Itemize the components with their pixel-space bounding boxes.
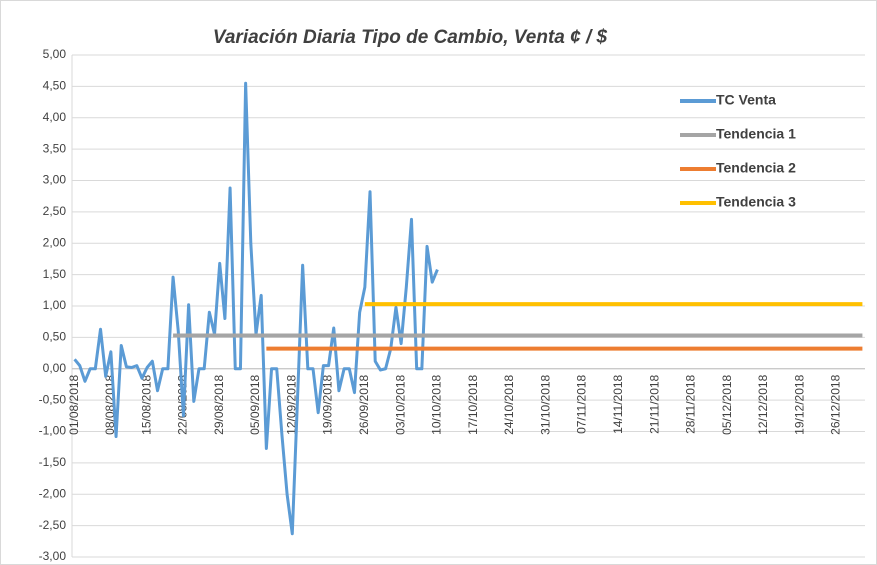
x-tick-label: 26/09/2018 [357,374,371,434]
legend-label: Tendencia 1 [716,126,796,142]
y-tick-label: -2,50 [39,518,67,532]
y-tick-label: -2,00 [39,486,67,500]
legend-label: Tendencia 2 [716,160,796,176]
legend-label: TC Venta [716,92,776,108]
y-tick-label: -3,00 [39,549,67,563]
x-tick-label: 19/12/2018 [792,374,806,434]
y-tick-label: 4,00 [43,110,67,124]
y-tick-label: -1,00 [39,424,67,438]
x-tick-label: 28/11/2018 [684,374,698,433]
x-tick-label: 17/10/2018 [466,374,480,434]
x-tick-label: 29/08/2018 [212,374,226,434]
x-tick-label: 31/10/2018 [538,374,552,434]
x-tick-label: 12/09/2018 [284,374,298,434]
y-tick-label: 5,00 [43,47,67,61]
x-tick-label: 26/12/2018 [829,374,843,434]
y-tick-label: 3,00 [43,173,67,187]
y-tick-label: 2,00 [43,235,67,249]
x-tick-label: 03/10/2018 [393,374,407,434]
legend-label: Tendencia 3 [716,194,796,210]
x-tick-label: 15/08/2018 [139,374,153,434]
x-tick-label: 05/12/2018 [720,374,734,434]
y-tick-label: -1,50 [39,455,67,469]
y-tick-label: 3,50 [43,141,67,155]
y-tick-label: 0,50 [43,330,67,344]
x-tick-label: 21/11/2018 [647,374,661,433]
y-tick-label: 1,50 [43,267,67,281]
x-tick-label: 19/09/2018 [321,374,335,434]
y-tick-label: 1,00 [43,298,67,312]
x-tick-label: 14/11/2018 [611,374,625,433]
x-tick-label: 01/08/2018 [67,374,81,434]
x-tick-label: 10/10/2018 [430,374,444,434]
y-tick-label: -0,50 [39,392,67,406]
x-tick-label: 12/12/2018 [756,374,770,434]
y-tick-label: 0,00 [43,361,67,375]
x-tick-label: 07/11/2018 [575,374,589,433]
chart-title: Variación Diaria Tipo de Cambio, Venta ¢… [213,27,608,48]
y-tick-label: 2,50 [43,204,67,218]
x-tick-label: 24/10/2018 [502,374,516,434]
x-tick-label: 05/09/2018 [248,374,262,434]
y-tick-label: 4,50 [43,79,67,93]
